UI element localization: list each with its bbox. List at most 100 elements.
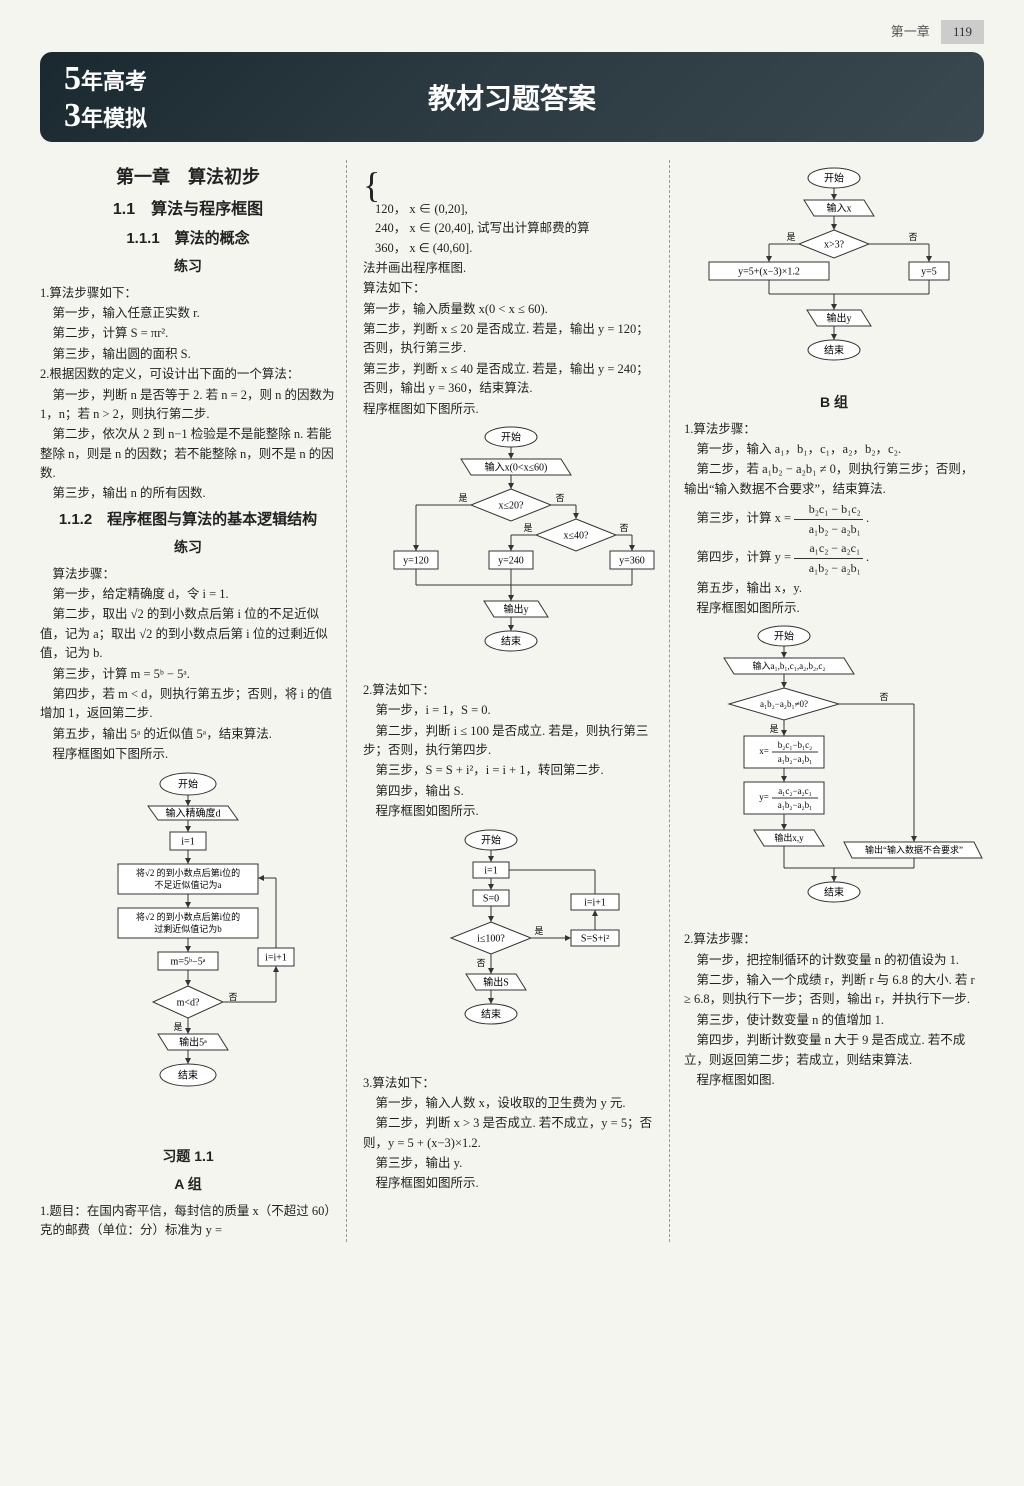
body-text: 第五步，输出 5ᵃ 的近似值 5ᵃ，结束算法. [40,725,336,744]
svg-text:i≤100?: i≤100? [477,933,505,944]
svg-text:是: 是 [523,523,532,533]
body-text: 第四步，输出 S. [363,782,659,801]
body-text: 2.算法如下： [363,681,659,700]
body-text: 算法如下： [363,279,659,298]
exercise-heading: 习题 1.1 [40,1146,336,1168]
body-text: 第三步，使计数变量 n 的值增加 1. [684,1011,984,1030]
body-text: 第一步，判断 n 是否等于 2. 若 n = 2，则 n 的因数为 1，n；若 … [40,386,336,425]
body-text: 第二步，若 a₁b₂ − a₂b₁ ≠ 0，则执行第三步；否则，输出“输入数据不… [684,460,984,499]
svg-text:是: 是 [534,926,543,936]
svg-text:y=5+(x−3)×1.2: y=5+(x−3)×1.2 [738,266,800,277]
svg-text:输出y: 输出y [827,311,852,324]
body-text: 程序框图如下图所示. [363,400,659,419]
page-header: 第一章 119 [0,0,1024,52]
svg-text:否: 否 [228,993,237,1003]
svg-text:输出S: 输出S [483,975,509,988]
body-text: 程序框图如图所示. [363,1174,659,1193]
svg-text:y=240: y=240 [498,555,524,566]
body-text: 程序框图如下图所示. [40,745,336,764]
svg-text:开始: 开始 [178,778,198,791]
body-text: 2.算法步骤： [684,930,984,949]
svg-text:y=120: y=120 [403,555,429,566]
svg-text:S=0: S=0 [483,893,499,904]
body-text: 算法步骤： [40,565,336,584]
svg-text:a₁b₂−a₂b₁: a₁b₂−a₂b₁ [778,800,813,810]
svg-text:开始: 开始 [824,171,844,184]
body-text: 第三步，计算 m = 5ᵇ − 5ᵃ. [40,665,336,684]
body-text: 2.根据因数的定义，可设计出下面的一个算法： [40,365,336,384]
svg-text:i=1: i=1 [181,837,194,848]
svg-text:否: 否 [908,232,917,242]
body-text: 第二步，计算 S = πr². [40,324,336,343]
svg-text:是: 是 [769,724,778,734]
body-text: 程序框图如图所示. [684,599,984,618]
flowchart-1: 开始 输入精确度d i=1 将√2 的到小数点后第i位的 不足近似值记为a 将√… [58,770,318,1140]
svg-text:输出x,y: 输出x,y [774,832,804,843]
subsection-title: 1.1.2 程序框图与算法的基本逻辑结构 [40,508,336,531]
body-text: 程序框图如图所示. [363,802,659,821]
chapter-title: 第一章 算法初步 [40,164,336,192]
body-text: 第二步，输入一个成绩 r，判断 r 与 6.8 的大小. 若 r ≥ 6.8，则… [684,971,984,1010]
body-text: 1.算法步骤如下： [40,284,336,303]
svg-text:否: 否 [476,958,485,968]
piecewise: { 120， x ∈ (0,20], 240， x ∈ (20,40], 试写出… [363,161,659,258]
content-columns: 第一章 算法初步 1.1 算法与程序框图 1.1.1 算法的概念 练习 1.算法… [40,160,984,1242]
body-text: 1.算法步骤： [684,420,984,439]
group-heading: A 组 [40,1174,336,1196]
svg-text:i=1: i=1 [484,865,497,876]
body-text: 第二步，依次从 2 到 n−1 检验是不是能整除 n. 若能整除 n，则是 n … [40,425,336,483]
body-text: 第一步，输入质量数 x(0 < x ≤ 60). [363,300,659,319]
body-text: 第三步，计算 x = b₂c₁ − b₁c₂a₁b₂ − a₂b₁ . [684,500,984,538]
body-text: 第二步，判断 i ≤ 100 是否成立. 若是，则执行第三步；否则，执行第四步. [363,722,659,761]
body-text: 第三步，判断 x ≤ 40 是否成立. 若是，输出 y = 240；否则，输出 … [363,360,659,399]
svg-text:不足近似值记为a: 不足近似值记为a [155,880,222,891]
svg-text:输出“输入数据不合要求”: 输出“输入数据不合要求” [865,844,963,855]
svg-text:输出5ᵃ: 输出5ᵃ [179,1036,207,1049]
group-heading: B 组 [684,392,984,414]
subsection-title: 1.1.1 算法的概念 [40,227,336,250]
banner-title: 教材习题答案 [40,77,984,117]
svg-text:a₁b₂−a₂b₁≠0?: a₁b₂−a₂b₁≠0? [760,699,808,709]
body-text: 程序框图如图. [684,1071,984,1090]
body-text: 第一步，把控制循环的计数变量 n 的初值设为 1. [684,951,984,970]
svg-text:开始: 开始 [774,630,794,643]
body-text: 第三步，输出 n 的所有因数. [40,484,336,503]
svg-text:结束: 结束 [501,634,521,647]
svg-text:输入精确度d: 输入精确度d [166,807,221,820]
svg-text:y=: y= [759,792,769,802]
svg-text:y=360: y=360 [619,555,645,566]
page-number: 119 [941,20,984,44]
column-1: 第一章 算法初步 1.1 算法与程序框图 1.1.1 算法的概念 练习 1.算法… [40,160,347,1242]
body-text: 第三步，输出圆的面积 S. [40,345,336,364]
body-text: 3.算法如下： [363,1074,659,1093]
column-2: { 120， x ∈ (0,20], 240， x ∈ (20,40], 试写出… [359,160,670,1242]
svg-text:x=: x= [759,746,769,756]
svg-text:输入x(0<x≤60): 输入x(0<x≤60) [485,460,548,473]
svg-text:否: 否 [555,493,564,503]
body-text: 第一步，i = 1，S = 0. [363,701,659,720]
svg-text:否: 否 [879,692,888,702]
svg-text:x≤40?: x≤40? [564,530,589,541]
svg-text:是: 是 [786,232,795,242]
body-text: 法并画出程序框图. [363,259,659,278]
svg-text:结束: 结束 [481,1007,501,1020]
body-text: 第四步，判断计数变量 n 大于 9 是否成立. 若不成立，则返回第二步；若成立，… [684,1031,984,1070]
svg-text:m=5ᵇ−5ᵃ: m=5ᵇ−5ᵃ [171,957,206,968]
flowchart-5: 开始 输入a₁,b₁,c₁,a₂,b₂,c₂ a₁b₂−a₂b₁≠0? 是 否 … [684,624,984,924]
svg-text:输入a₁,b₁,c₁,a₂,b₂,c₂: 输入a₁,b₁,c₁,a₂,b₂,c₂ [752,660,825,671]
svg-text:将√2 的到小数点后第i位的: 将√2 的到小数点后第i位的 [136,868,240,879]
svg-text:m<d?: m<d? [177,998,200,1009]
svg-text:S=S+i²: S=S+i² [581,933,609,944]
svg-text:否: 否 [619,523,628,533]
body-text: 第二步，取出 √2 的到小数点后第 i 位的不足近似值，记为 a；取出 √2 的… [40,605,336,663]
section-title: 1.1 算法与程序框图 [40,198,336,223]
flowchart-2: 开始 输入x(0<x≤60) x≤20? 是 否 y=120 x≤40? 是 否… [366,425,656,675]
body-text: 第一步，输入人数 x，设收取的卫生费为 y 元. [363,1094,659,1113]
svg-text:输入x: 输入x [827,201,852,214]
chapter-label: 第一章 [891,24,930,39]
svg-text:是: 是 [458,493,467,503]
svg-text:i=i+1: i=i+1 [265,953,287,964]
body-text: 1.题目：在国内寄平信，每封信的质量 x（不超过 60）克的邮费（单位：分）标准… [40,1202,336,1241]
svg-text:输出y: 输出y [504,602,529,615]
svg-text:y=5: y=5 [921,266,937,277]
